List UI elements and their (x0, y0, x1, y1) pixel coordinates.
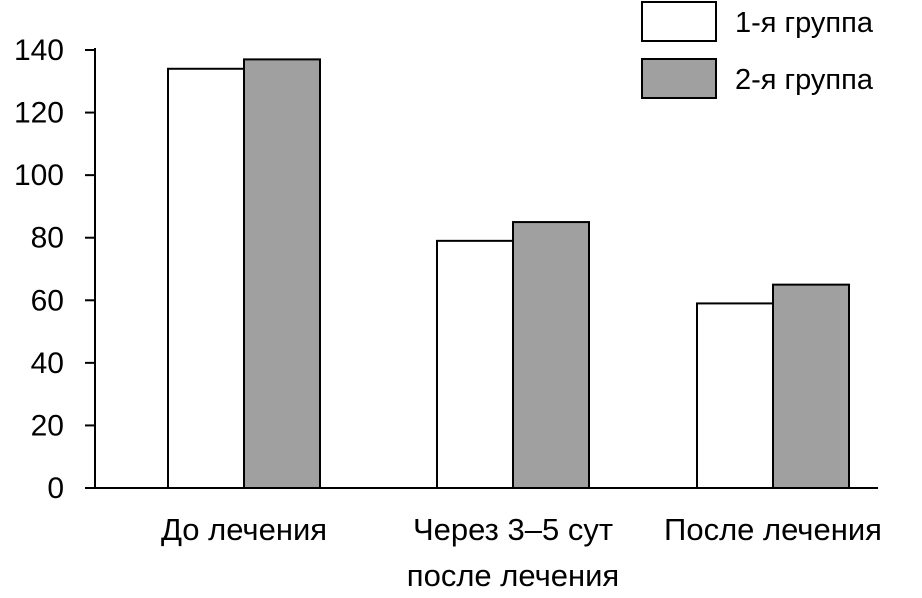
category-label: После лечения (664, 512, 882, 547)
bar-series-1-category-2 (436, 239, 514, 489)
bar-series-2-category-3 (772, 283, 850, 489)
category-label: Через 3–5 сут (413, 512, 613, 547)
y-tick-label: 40 (31, 347, 64, 380)
legend-label-2: 2-я группа (735, 64, 874, 96)
legend-swatch-1 (641, 1, 717, 42)
category-label: До лечения (161, 512, 327, 547)
legend-label-1: 1-я группа (735, 7, 874, 39)
y-tick-label: 140 (14, 34, 64, 67)
y-tick-label: 120 (14, 97, 64, 130)
legend-swatch-2 (641, 58, 717, 99)
y-tick-label: 20 (31, 409, 64, 442)
bar-series-2-category-1 (243, 58, 321, 490)
y-tick-label: 100 (14, 159, 64, 192)
bars (167, 58, 850, 490)
bar-series-1-category-3 (696, 302, 774, 489)
bar-series-1-category-1 (167, 67, 245, 490)
y-ticks: 0 20 40 60 80 100 120 140 (14, 34, 95, 505)
bar-series-2-category-2 (512, 221, 590, 489)
category-labels: До лечения Через 3–5 сут после лечения Посл… (161, 512, 882, 593)
legend: 1-я группа 2-я группа (641, 1, 874, 99)
y-tick-label: 80 (31, 222, 64, 255)
category-label: после лечения (407, 558, 619, 593)
y-tick-label: 0 (47, 472, 64, 505)
y-tick-label: 60 (31, 284, 64, 317)
